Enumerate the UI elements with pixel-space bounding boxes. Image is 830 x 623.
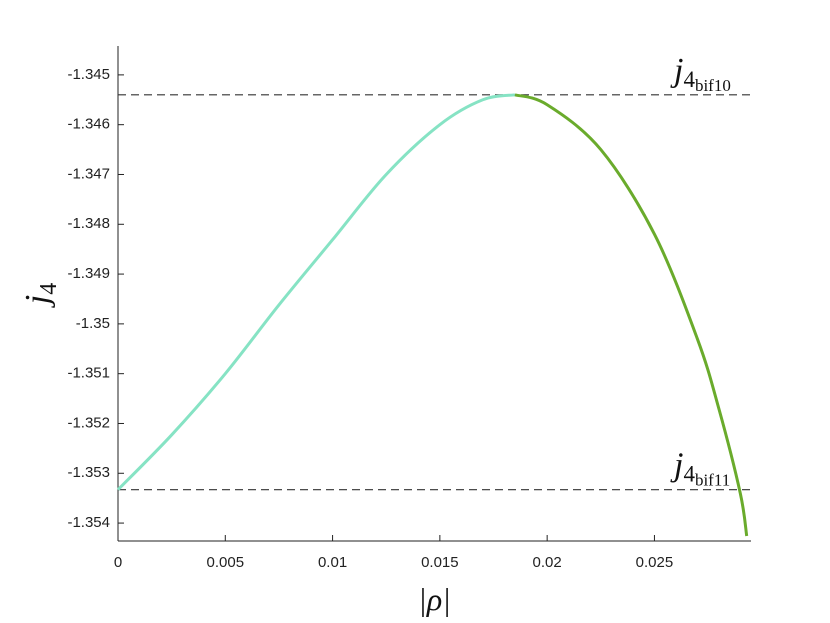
series-line — [116, 93, 516, 491]
ref-subsub: bif11 — [695, 471, 730, 490]
ref-sub: 4 — [683, 462, 695, 487]
x-tick-label: 0.015 — [421, 554, 459, 571]
ref-base: j — [670, 447, 683, 484]
reference-label: j4bif10 — [670, 52, 731, 95]
reference-label: j4bif11 — [670, 447, 730, 490]
y-tick-label: -1.348 — [67, 215, 110, 232]
x-tick-label: 0 — [114, 554, 122, 571]
y-tick-label: -1.345 — [67, 66, 110, 83]
y-axis-label: j4 — [19, 283, 62, 308]
y-tick-label: -1.353 — [67, 464, 110, 481]
y-tick-label: -1.347 — [67, 165, 110, 182]
ref-sub: 4 — [683, 67, 695, 92]
x-tick-label: 0.025 — [636, 554, 674, 571]
y-label-sub: 4 — [36, 283, 62, 295]
x-tick-label: 0.01 — [318, 554, 347, 571]
y-tick-label: -1.35 — [76, 315, 110, 332]
ref-base: j — [670, 52, 683, 89]
y-tick-label: -1.352 — [67, 414, 110, 431]
x-tick-label: 0.005 — [207, 554, 245, 571]
y-tick-label: -1.346 — [67, 116, 110, 133]
y-tick-label: -1.351 — [67, 365, 110, 382]
y-tick-label: -1.349 — [67, 265, 110, 282]
y-label-base: j — [19, 295, 56, 308]
x-axis-label: |ρ| — [418, 581, 451, 617]
ref-subsub: bif10 — [695, 76, 731, 95]
y-tick-label: -1.354 — [67, 514, 110, 531]
series-line — [514, 93, 749, 537]
x-tick-label: 0.02 — [533, 554, 562, 571]
